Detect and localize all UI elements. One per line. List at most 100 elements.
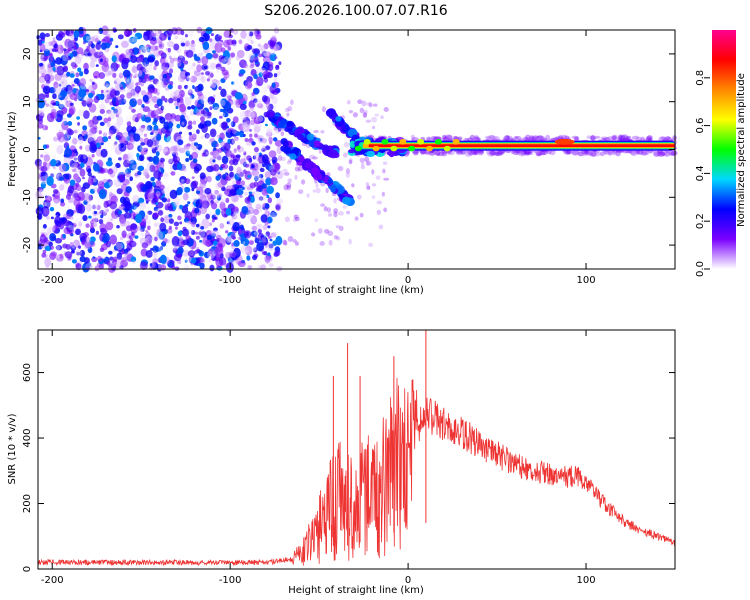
noise-cell — [112, 180, 120, 188]
noise-cell — [230, 138, 235, 145]
noise-cell — [62, 53, 69, 62]
noise-cell — [183, 60, 188, 65]
carrier-halo-cell — [668, 152, 675, 156]
noise-cell — [78, 89, 87, 98]
carrier-halo-cell — [486, 150, 492, 155]
carrier-halo-cell — [523, 152, 531, 156]
noise-cell — [184, 84, 189, 90]
noise-cell — [102, 256, 106, 260]
noise-cell — [45, 94, 50, 98]
noise-cell — [180, 42, 186, 47]
noise-cell — [233, 239, 240, 247]
noise-cell — [157, 29, 162, 35]
noise-cell — [280, 156, 286, 161]
noise-cell — [327, 230, 334, 237]
noise-cell — [82, 182, 90, 190]
noise-cell — [261, 163, 266, 168]
noise-cell — [54, 48, 59, 53]
branch-cell — [297, 155, 305, 163]
noise-cell — [207, 111, 212, 116]
noise-cell — [152, 245, 159, 253]
noise-cell — [38, 189, 45, 197]
noise-cell — [141, 48, 147, 53]
noise-cell — [118, 72, 124, 79]
noise-cell — [244, 109, 252, 118]
noise-cell — [242, 238, 250, 246]
noise-cell — [267, 64, 274, 71]
noise-cell — [102, 132, 108, 137]
carrier-halo-cell — [437, 151, 445, 157]
noise-cell — [88, 103, 97, 113]
spectrogram-xtick-label: -200 — [41, 275, 64, 286]
branch-cell — [297, 134, 304, 141]
branch-cell — [280, 118, 288, 125]
noise-cell — [324, 228, 330, 234]
carrier-halo-cell — [444, 134, 453, 140]
noise-cell — [206, 78, 210, 82]
noise-cell — [261, 145, 266, 151]
noise-cell — [259, 137, 263, 142]
noise-cell — [228, 66, 233, 72]
noise-cell — [175, 105, 179, 110]
noise-cell — [179, 204, 183, 210]
noise-cell — [199, 76, 203, 80]
noise-cell — [66, 145, 70, 149]
noise-cell — [79, 249, 86, 257]
noise-cell — [208, 249, 214, 254]
noise-cell — [244, 80, 253, 90]
noise-cell — [171, 245, 178, 251]
noise-cell — [375, 175, 381, 180]
noise-cell — [52, 37, 56, 41]
noise-cell — [135, 93, 140, 98]
noise-cell — [346, 210, 351, 215]
noise-cell — [96, 204, 101, 211]
noise-cell — [115, 82, 123, 93]
noise-cell — [94, 37, 99, 43]
noise-cell — [109, 37, 114, 42]
branch-cell — [306, 133, 315, 141]
carrier-halo-cell — [470, 150, 476, 154]
noise-cell — [361, 161, 365, 167]
noise-cell — [225, 197, 230, 204]
noise-cell — [50, 158, 57, 167]
noise-cell — [313, 129, 319, 134]
noise-cell — [103, 90, 110, 99]
noise-cell — [65, 174, 70, 180]
noise-cell — [348, 238, 352, 245]
noise-cell — [143, 147, 148, 153]
noise-cell — [137, 57, 143, 64]
noise-cell — [230, 52, 236, 58]
noise-cell — [265, 131, 273, 137]
noise-cell — [189, 64, 195, 71]
noise-cell — [229, 171, 234, 178]
noise-cell — [161, 81, 165, 86]
noise-cell — [230, 196, 234, 201]
noise-cell — [106, 109, 112, 114]
noise-cell — [236, 144, 241, 150]
noise-cell — [123, 96, 129, 104]
noise-cell — [209, 73, 214, 78]
noise-cell — [216, 134, 220, 139]
noise-cell — [356, 194, 362, 200]
noise-cell — [126, 115, 130, 120]
noise-cell — [103, 60, 109, 68]
noise-cell — [243, 192, 249, 196]
noise-cell — [87, 246, 93, 254]
noise-cell — [133, 75, 137, 79]
noise-cell — [232, 116, 239, 124]
noise-cell — [186, 29, 192, 36]
noise-cell — [252, 191, 261, 199]
noise-cell — [286, 160, 292, 165]
carrier-halo-cell — [661, 151, 669, 157]
noise-cell — [221, 174, 227, 180]
noise-cell — [248, 202, 252, 205]
noise-cell — [125, 78, 130, 83]
noise-cell — [290, 99, 294, 106]
noise-cell — [161, 189, 166, 195]
noise-cell — [62, 219, 71, 227]
noise-cell — [107, 67, 115, 75]
noise-cell — [58, 32, 66, 38]
noise-cell — [155, 150, 160, 157]
noise-cell — [212, 94, 216, 98]
noise-cell — [239, 158, 247, 165]
